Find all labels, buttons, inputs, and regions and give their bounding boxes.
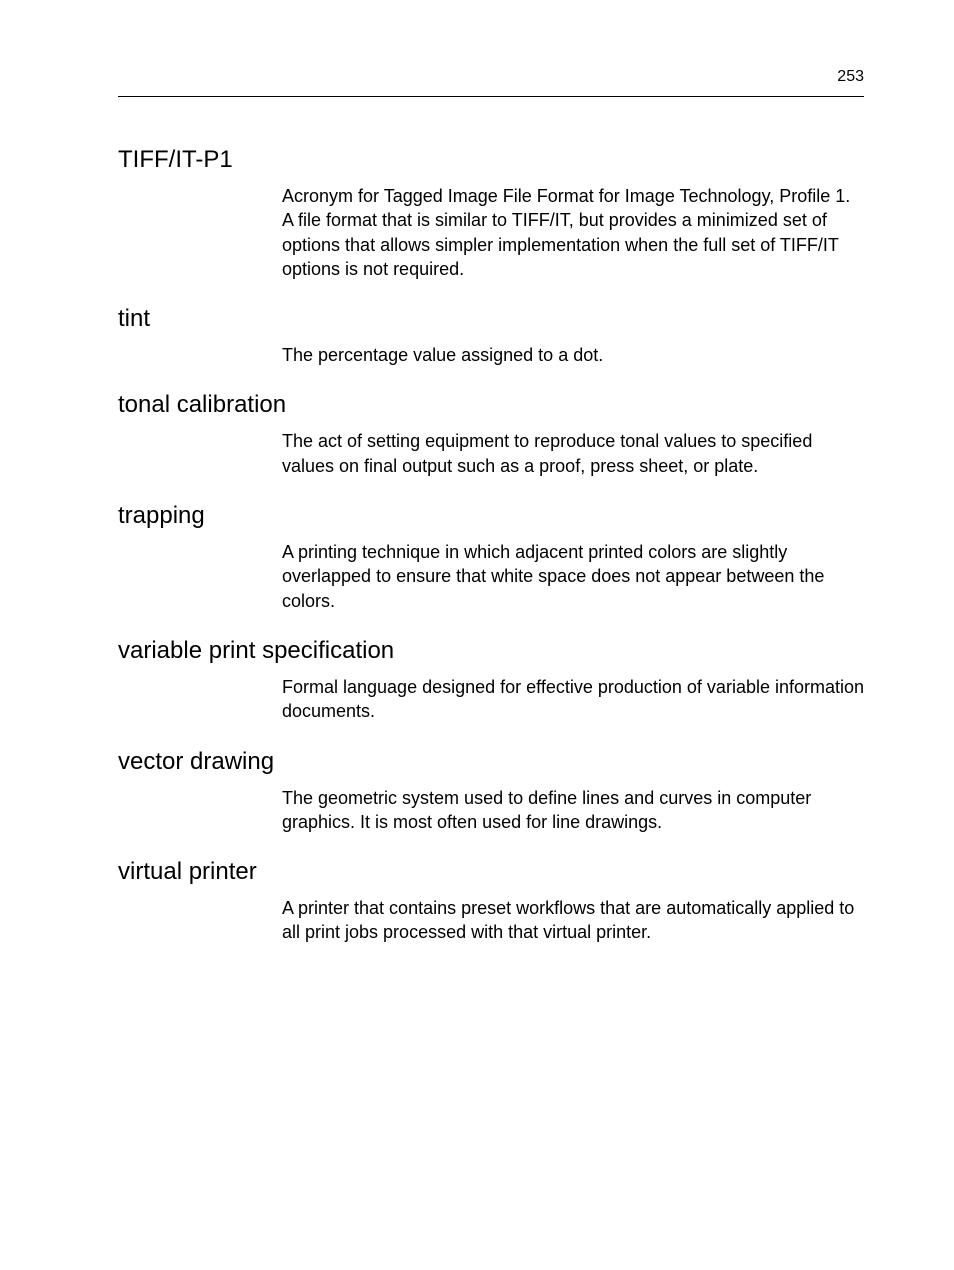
glossary-term: virtual printer xyxy=(118,858,864,886)
glossary-term: variable print specification xyxy=(118,637,864,665)
page-number: 253 xyxy=(837,68,864,86)
glossary-term: vector drawing xyxy=(118,748,864,776)
glossary-entry: virtual printer A printer that contains … xyxy=(118,858,864,945)
glossary-term: tonal calibration xyxy=(118,391,864,419)
glossary-entry: trapping A printing technique in which a… xyxy=(118,502,864,613)
glossary-entry: tint The percentage value assigned to a … xyxy=(118,305,864,367)
glossary-entry: vector drawing The geometric system used… xyxy=(118,748,864,835)
glossary-definition: The percentage value assigned to a dot. xyxy=(282,343,864,367)
glossary-term: TIFF/IT-P1 xyxy=(118,146,864,174)
glossary-entry: tonal calibration The act of setting equ… xyxy=(118,391,864,478)
glossary-definition: The act of setting equipment to reproduc… xyxy=(282,429,864,478)
glossary-entry: TIFF/IT-P1 Acronym for Tagged Image File… xyxy=(118,146,864,281)
glossary-content: TIFF/IT-P1 Acronym for Tagged Image File… xyxy=(118,146,864,945)
glossary-term: trapping xyxy=(118,502,864,530)
glossary-definition: A printing technique in which adjacent p… xyxy=(282,540,864,613)
glossary-definition: Acronym for Tagged Image File Format for… xyxy=(282,184,864,281)
glossary-definition: The geometric system used to define line… xyxy=(282,786,864,835)
glossary-term: tint xyxy=(118,305,864,333)
header-rule xyxy=(118,96,864,97)
glossary-entry: variable print specification Formal lang… xyxy=(118,637,864,724)
glossary-definition: A printer that contains preset workflows… xyxy=(282,896,864,945)
glossary-definition: Formal language designed for effective p… xyxy=(282,675,864,724)
